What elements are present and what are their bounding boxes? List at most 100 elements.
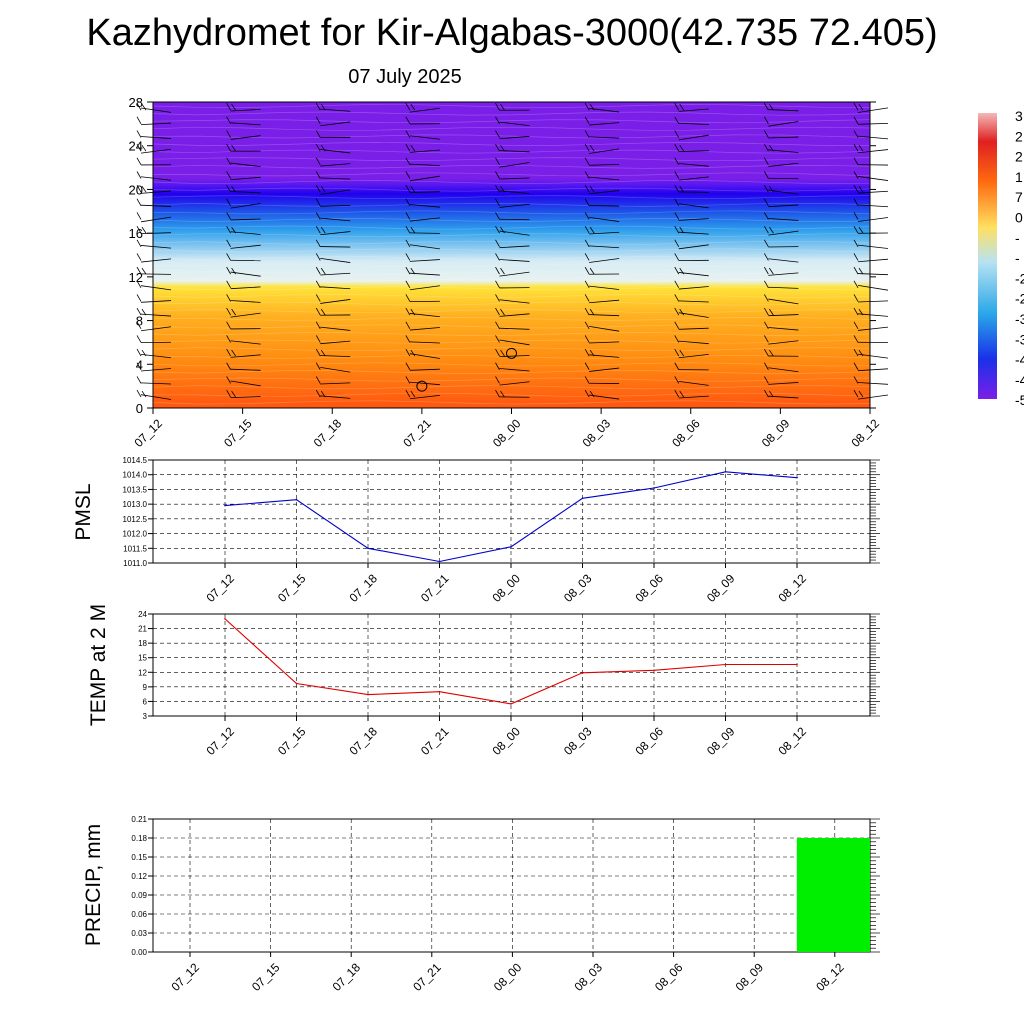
wind-barb-flag [769,144,774,152]
wind-barb [315,280,351,290]
wind-barb-flag [674,376,680,384]
wind-barb [584,184,620,195]
wind-barb [674,307,709,318]
wind-barb-flag [674,171,680,179]
wind-barb-flag [136,171,142,179]
wind-barb-shaft [320,340,351,345]
wind-barb-flag [674,348,680,357]
x-tick-label: 07_12 [203,724,237,758]
colorbar-label: -4 [1015,352,1024,368]
wind-barb-shaft [499,230,530,236]
wind-barb-flag [495,307,500,316]
wind-barb-flag [226,389,231,398]
wind-barb-flag [679,349,685,357]
wind-barb-shaft [768,382,799,385]
wind-barb-shaft [140,300,172,303]
wind-barb [405,348,440,359]
wind-barb [764,253,799,263]
wind-barb-shaft [140,107,172,113]
heatmap-field [153,102,870,408]
wind-barb [136,116,172,126]
heatmap-x-tick-label: 08_00 [490,416,524,450]
wind-barb [136,212,172,223]
wind-barb-flag [405,198,411,207]
wind-barb-flag [853,266,859,275]
wind-barb-flag [136,362,142,370]
heatmap-y-tick-label: 20 [129,182,143,197]
heatmap-x-tick-label: 08_06 [669,416,703,450]
wind-barb-shaft [857,382,889,385]
wind-barb-flag [674,212,680,220]
wind-barb-flag [405,184,411,193]
wind-barb-flag [141,185,147,193]
wind-barb [495,225,530,236]
x-tick-label: 07_21 [418,571,452,605]
wind-barb-flag [764,348,769,357]
wind-barb [405,362,440,371]
wind-barb-flag [584,212,590,220]
wind-barb [136,102,172,113]
y-tick-label: 6 [143,697,148,706]
y-tick-label: 1012.0 [123,530,148,539]
heatmap-x-tick-label: 08_12 [848,416,882,450]
wind-barb-flag [674,389,680,398]
wind-barb-shaft [409,244,440,250]
temp-data-point [796,663,798,666]
wind-barb-flag [315,266,321,275]
wind-barb-flag [679,226,685,234]
x-tick-label: 07_12 [168,960,202,994]
heatmap-contour [152,149,871,154]
wind-barb-shaft [678,203,709,209]
wind-barb-flag [315,102,321,111]
wind-barb [405,225,440,234]
heatmap-y-tick-label: 8 [136,314,143,329]
wind-barb [764,198,799,208]
wind-barb [405,266,440,276]
wind-barb [226,157,261,167]
chart-subtitle: 07 July 2025 [348,66,462,88]
wind-barb-flag [226,321,231,329]
pmsl-data-point [438,560,441,563]
wind-barb-flag [589,349,595,357]
wind-barb-flag [231,103,236,111]
wind-barb-flag [410,267,416,275]
pmsl-data-point [295,498,298,501]
wind-barb [315,143,351,154]
wind-barb-flag [500,390,505,398]
wind-barb-flag [226,116,231,125]
y-tick-label: 18 [138,639,147,648]
wind-barb-flag [410,349,416,357]
wind-barb-flag [315,116,321,125]
wind-barb [315,266,351,276]
wind-barb-flag [231,349,236,357]
wind-barb-shaft [768,121,799,127]
wind-barb-flag [315,239,321,248]
wind-barb [674,102,709,112]
wind-barb [853,130,889,140]
heatmap-contour [152,233,871,238]
heatmap-contour [152,392,871,397]
wind-barb [495,198,530,208]
wind-barb [674,184,709,193]
heatmap-contour [152,126,871,131]
wind-barb [136,225,172,235]
wind-barb [674,348,709,359]
panel-frame [152,818,871,953]
wind-barb [584,294,620,304]
wind-barb-shaft [230,135,261,140]
wind-barb-flag [226,171,231,179]
wind-barb [764,212,799,221]
y-tick-label: 0.21 [131,815,147,824]
wind-barb-shaft [230,271,261,277]
wind-barb-flag [136,307,142,316]
wind-barb-flag [315,321,321,329]
wind-barb-shaft [768,136,799,139]
wind-barb [315,102,351,112]
wind-barb [495,307,530,317]
x-tick-label: 08_00 [489,724,523,758]
wind-barb-flag [141,267,147,275]
wind-barb-shaft [857,244,889,249]
wind-barb-shaft [499,162,530,168]
wind-barb-flag [231,144,236,152]
wind-barb-shaft [230,122,261,126]
